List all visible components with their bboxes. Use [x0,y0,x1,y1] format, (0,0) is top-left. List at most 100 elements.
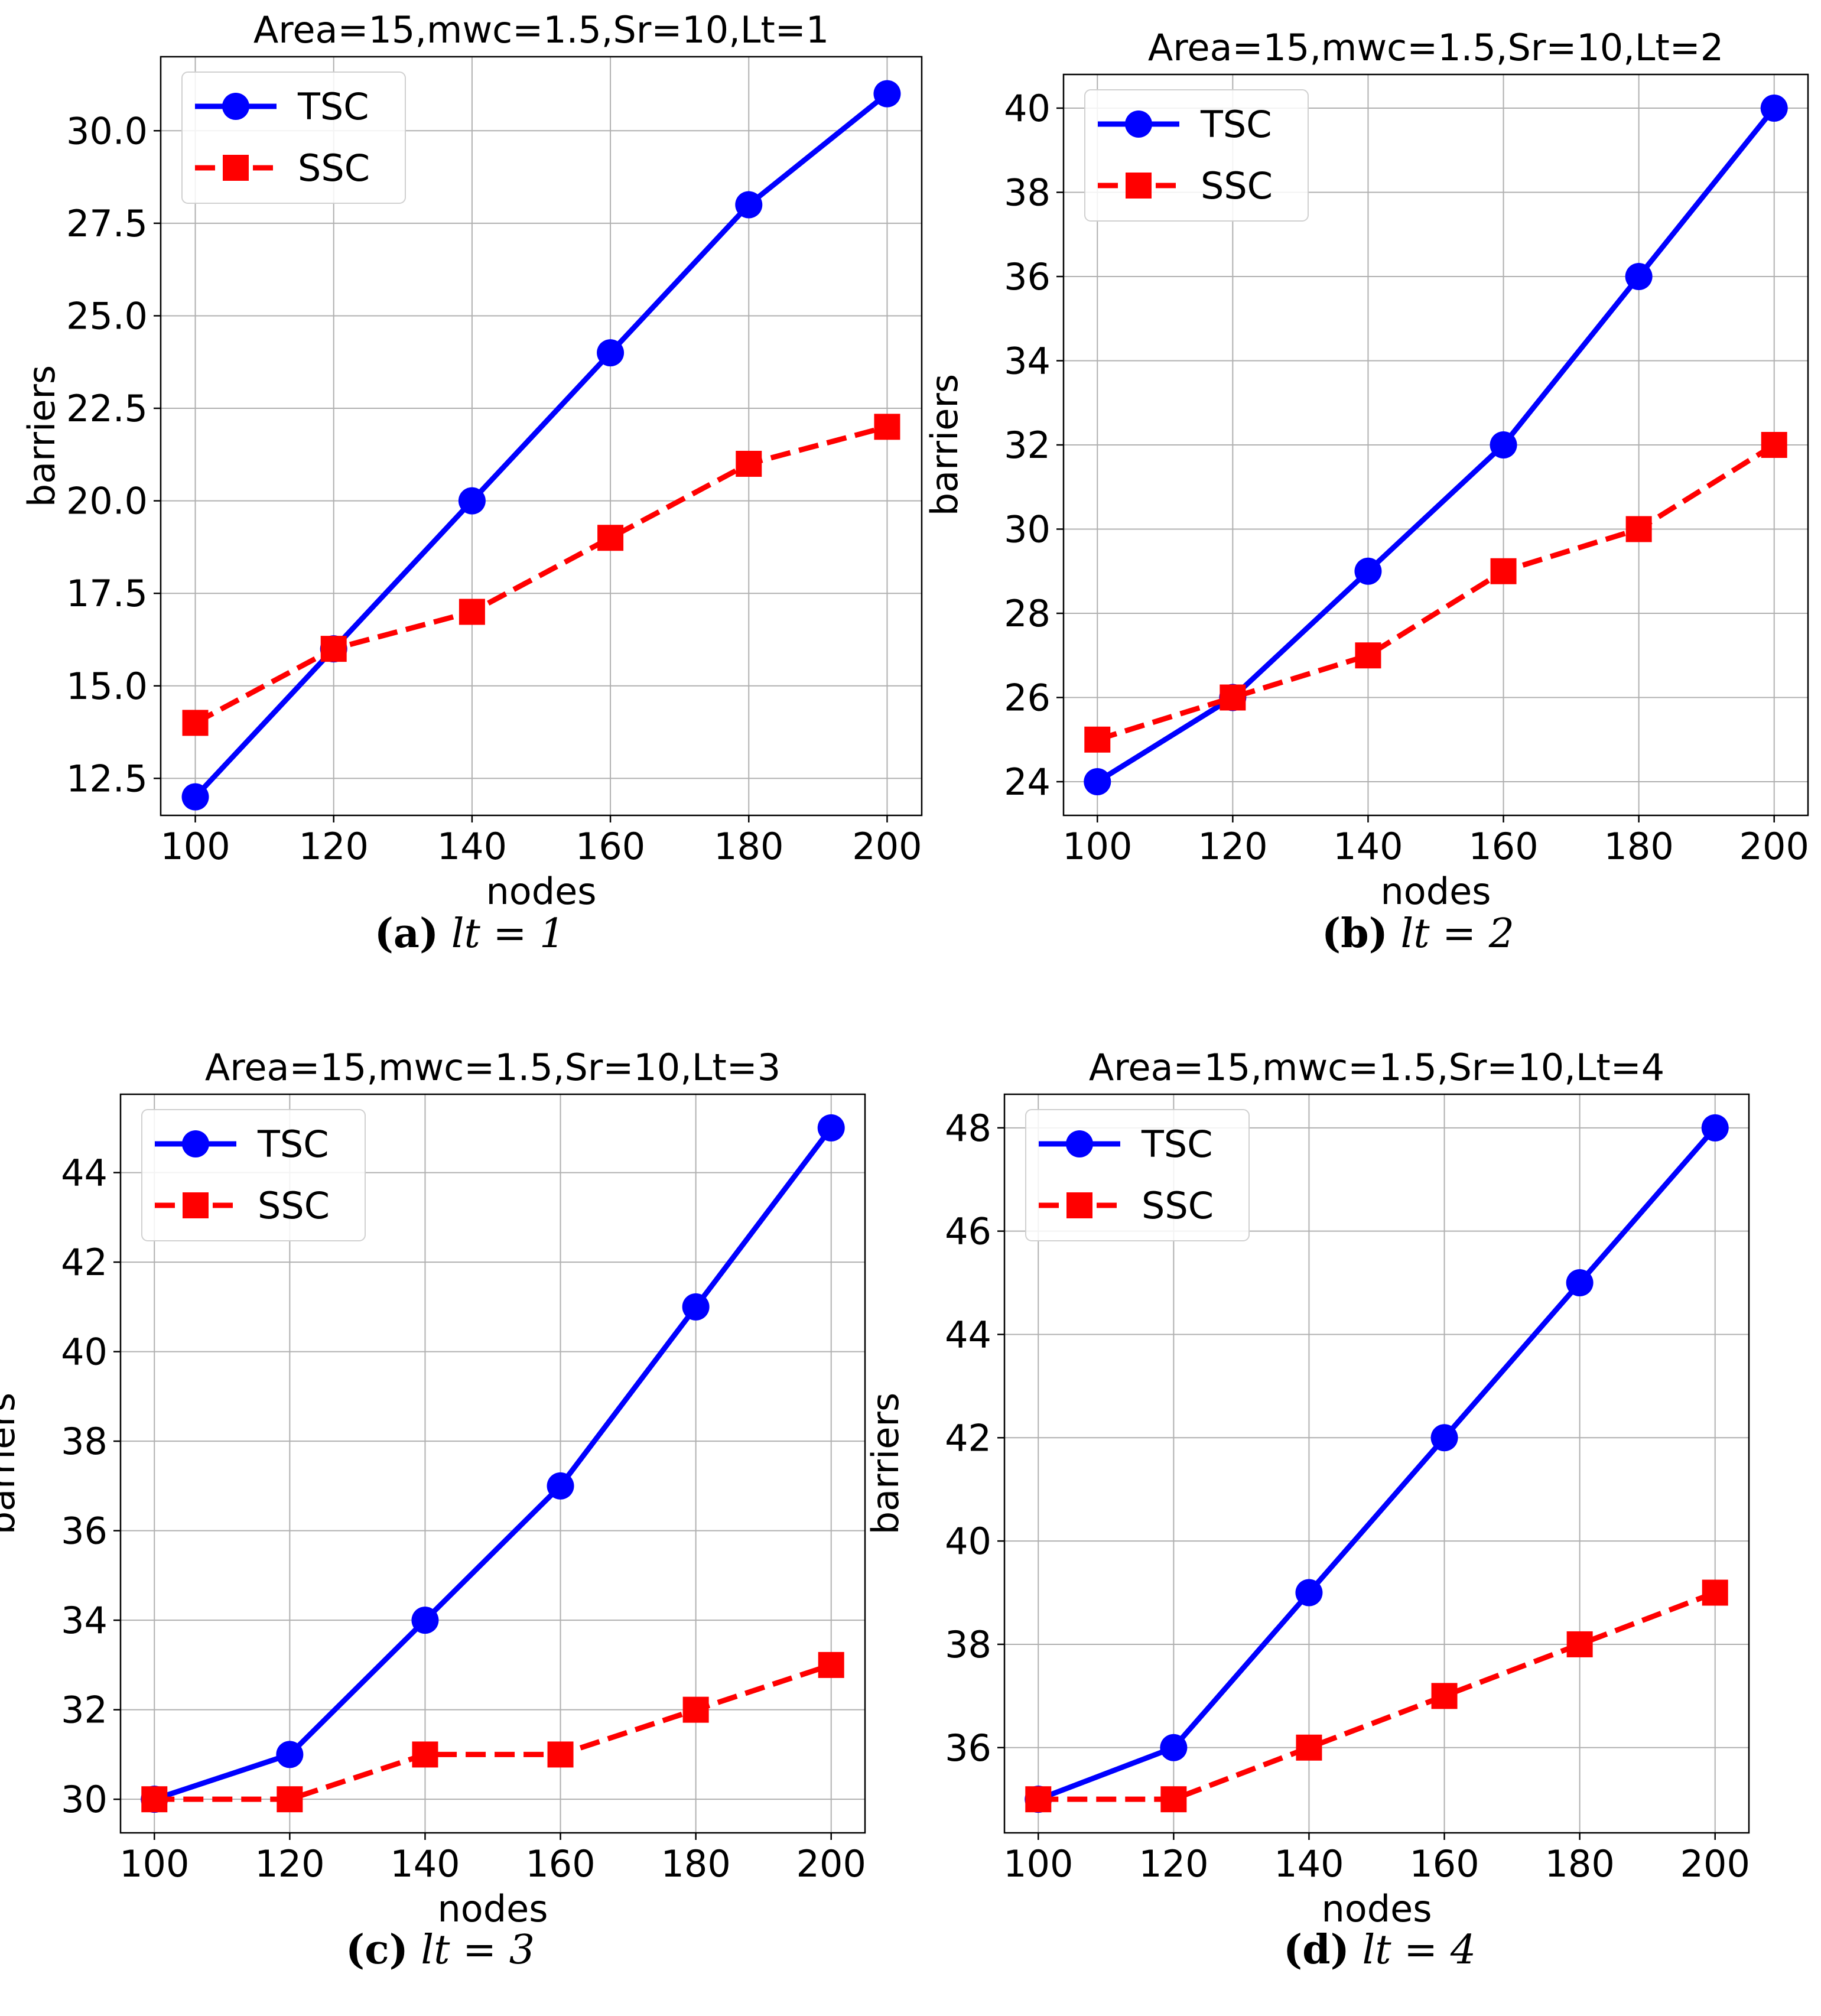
y-tick-label: 30 [61,1778,108,1821]
y-tick-label: 32 [1004,424,1051,467]
legend-label: SSC [258,1184,330,1227]
x-axis-label: nodes [486,870,596,913]
x-tick-label: 140 [437,825,507,868]
x-tick-label: 140 [390,1842,460,1885]
y-tick-label: 40 [61,1331,108,1374]
y-tick-label: 44 [61,1152,108,1195]
x-tick-label: 100 [1062,825,1132,868]
y-tick-label: 36 [61,1510,108,1553]
legend-label: TSC [1141,1123,1213,1166]
caption-d: (d) lt = 4 [1283,1926,1476,1973]
y-tick-label: 30 [1004,508,1051,551]
y-axis-label: barriers [864,1393,907,1534]
x-tick-label: 160 [575,825,645,868]
series-line [1035,1125,1718,1802]
data-point [1295,1579,1323,1607]
x-tick-label: 160 [525,1842,595,1885]
data-point [411,1607,439,1634]
caption-expression: lt = 1 [451,911,565,957]
legend-marker [182,1130,209,1157]
chart-title: Area=15,mwc=1.5,Sr=10,Lt=1 [253,8,829,51]
x-tick-label: 100 [1003,1842,1073,1885]
data-point [1355,642,1381,669]
legend-marker [183,1192,209,1218]
y-tick-label: 24 [1004,760,1051,804]
chart-title: Area=15,mwc=1.5,Sr=10,Lt=3 [205,1046,781,1089]
y-tick-label: 34 [61,1599,108,1642]
data-point [818,1651,844,1678]
data-point [682,1696,709,1723]
x-tick-label: 200 [852,825,922,868]
legend-marker [1066,1130,1093,1157]
data-point [458,599,485,625]
caption-expression: lt = 4 [1362,1927,1477,1973]
data-point [735,191,763,219]
y-tick-label: 36 [945,1726,991,1770]
data-point [1430,1424,1458,1452]
y-axis-label: barriers [923,374,966,516]
data-point [1296,1734,1322,1761]
data-point [1760,95,1788,122]
x-axis-label: nodes [1321,1887,1432,1930]
data-point [1160,1734,1188,1761]
series-ssc [182,414,900,736]
caption-a: (a) lt = 1 [375,910,565,957]
series-line [194,424,888,726]
data-point [1702,1579,1728,1606]
data-point [1431,1683,1458,1709]
y-tick-label: 38 [1004,171,1051,214]
caption-tag: (b) [1321,910,1388,957]
axes-frame [160,56,923,817]
y-tick-label: 27.5 [66,202,148,245]
legend-label: TSC [257,1123,329,1166]
y-tick-label: 25.0 [66,294,148,337]
x-tick-label: 120 [1198,825,1267,868]
x-tick-label: 160 [1409,1842,1479,1885]
y-tick-label: 38 [61,1420,108,1463]
legend-label: SSC [1142,1184,1214,1227]
data-point [1761,432,1787,458]
data-point [141,1786,168,1813]
data-point [320,636,347,662]
legend-label: SSC [1201,164,1273,207]
y-tick-label: 40 [945,1520,991,1563]
legend-box [1025,1109,1250,1241]
series-line [1038,1590,1716,1802]
caption-expression: lt = 2 [1400,911,1515,957]
legend-marker [1126,173,1152,199]
series-ssc [141,1651,844,1813]
data-point [547,1741,574,1768]
y-tick-label: 12.5 [66,757,148,800]
series-line [1094,105,1777,785]
series-ssc [1084,432,1787,753]
data-point [1354,557,1382,585]
legend-marker [1066,1192,1092,1218]
caption-tag: (d) [1283,1926,1350,1973]
legend-label: TSC [297,85,369,128]
y-tick-label: 20.0 [66,480,148,523]
y-tick-label: 28 [1004,592,1051,635]
data-point [1566,1631,1593,1657]
data-point [1084,726,1111,753]
data-point [1220,684,1246,711]
data-point [597,339,625,367]
data-point [1566,1269,1594,1297]
grid [1004,1094,1749,1833]
data-point [736,450,762,477]
y-tick-label: 46 [945,1210,991,1253]
x-tick-label: 120 [299,825,369,868]
series-ssc [1025,1579,1728,1813]
y-tick-label: 48 [945,1107,991,1150]
y-tick-label: 22.5 [66,387,148,430]
series-line [151,1125,834,1802]
x-tick-label: 180 [714,825,783,868]
y-tick-label: 44 [945,1313,991,1356]
legend: TSC SSC [1084,89,1309,222]
data-point [547,1472,574,1500]
x-tick-label: 200 [1680,1842,1750,1885]
y-tick-label: 40 [1004,87,1051,130]
